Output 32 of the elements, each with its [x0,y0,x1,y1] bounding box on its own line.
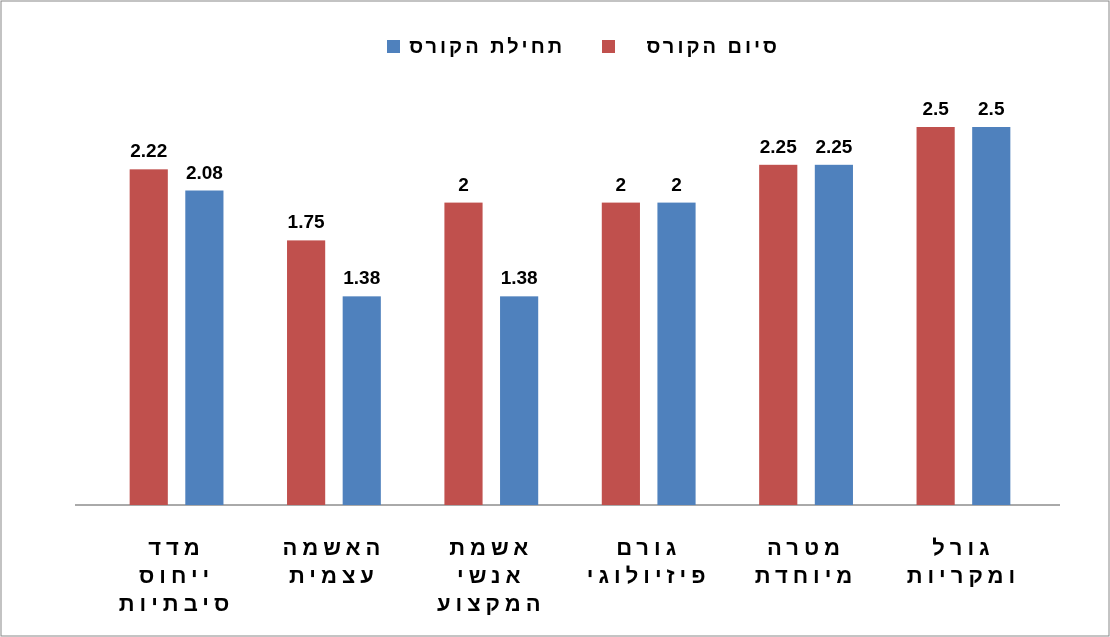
data-label: 2 [458,173,469,195]
bar [916,127,955,505]
data-label: 1.38 [500,267,538,289]
bar [972,127,1011,505]
x-tick-label: מטרה מיוחדת [754,535,858,588]
legend-label: תחילת הקורס [409,35,565,57]
bar [814,164,853,505]
x-tick-label: גורל ומקריות [906,535,1021,588]
data-label: 2.5 [978,98,1005,119]
bar [500,296,539,505]
data-label: 1.75 [287,211,326,233]
x-tick-label: גורם פיזיולוגי [586,535,711,588]
data-label: 2.25 [759,135,798,157]
bar [287,240,326,505]
data-label: 2.5 [922,98,950,119]
data-label: 2.22 [130,140,168,162]
data-label: 2 [615,173,627,195]
data-label: 1.38 [343,267,381,289]
bar [444,202,483,505]
bar [657,202,696,505]
data-label: 2 [671,173,682,195]
bar [759,164,798,505]
bar [342,296,381,505]
x-tick-label: אשמת אנשי המקצוע [436,535,546,616]
bar [185,190,224,505]
data-label: 2.25 [815,135,853,157]
legend-label: סיום הקורס [646,35,780,57]
bar [601,202,640,505]
bar [129,169,168,505]
x-tick-label: מדד ייחוס סיבתיות [118,535,235,616]
x-tick-label: האשמה עצמית [282,535,386,588]
data-label: 2.08 [185,161,223,183]
